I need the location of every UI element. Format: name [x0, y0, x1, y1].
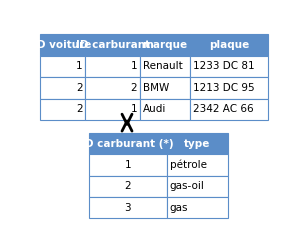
- Bar: [140, 99, 190, 120]
- Bar: [40, 77, 86, 99]
- Text: ID voiture: ID voiture: [33, 40, 92, 50]
- Bar: [140, 56, 190, 77]
- Text: ID carburant: ID carburant: [76, 40, 150, 50]
- Text: 1: 1: [131, 104, 137, 114]
- Bar: [85, 56, 140, 77]
- Bar: [89, 175, 167, 197]
- Text: type: type: [184, 139, 211, 148]
- Text: 1213 DC 95: 1213 DC 95: [193, 83, 255, 93]
- Text: marque: marque: [142, 40, 188, 50]
- Bar: [167, 133, 228, 154]
- Bar: [89, 154, 167, 175]
- Text: 3: 3: [124, 202, 131, 213]
- Bar: [85, 77, 140, 99]
- Bar: [140, 77, 190, 99]
- Bar: [89, 133, 167, 154]
- Bar: [140, 34, 190, 56]
- Text: 1: 1: [131, 61, 137, 72]
- Text: gas-oil: gas-oil: [169, 181, 204, 191]
- Text: gas: gas: [169, 202, 188, 213]
- Text: BMW: BMW: [143, 83, 169, 93]
- Text: 1233 DC 81: 1233 DC 81: [193, 61, 255, 72]
- Text: 1: 1: [76, 61, 83, 72]
- Text: plaque: plaque: [209, 40, 249, 50]
- Text: 2: 2: [76, 83, 83, 93]
- Text: 2: 2: [124, 181, 131, 191]
- Bar: [40, 99, 86, 120]
- Text: 2: 2: [76, 104, 83, 114]
- Bar: [167, 175, 228, 197]
- Text: Audi: Audi: [143, 104, 166, 114]
- Bar: [167, 197, 228, 218]
- Bar: [85, 99, 140, 120]
- Text: pétrole: pétrole: [169, 160, 207, 170]
- Bar: [167, 154, 228, 175]
- Text: 2342 AC 66: 2342 AC 66: [193, 104, 254, 114]
- Text: ID carburant (*): ID carburant (*): [81, 139, 174, 148]
- Bar: [89, 197, 167, 218]
- Bar: [190, 99, 268, 120]
- Bar: [190, 77, 268, 99]
- Text: Renault: Renault: [143, 61, 183, 72]
- Bar: [40, 56, 86, 77]
- Bar: [85, 34, 140, 56]
- Text: 1: 1: [124, 160, 131, 170]
- Bar: [40, 34, 86, 56]
- Bar: [190, 34, 268, 56]
- Text: 2: 2: [131, 83, 137, 93]
- Bar: [190, 56, 268, 77]
